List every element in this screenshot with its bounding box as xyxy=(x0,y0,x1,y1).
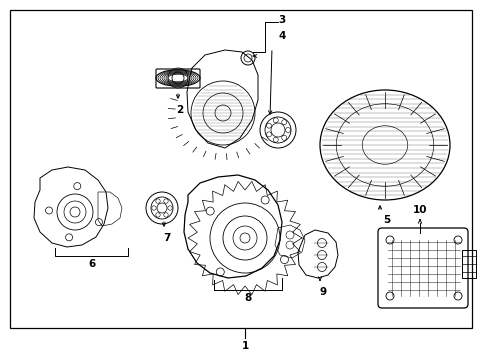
Text: 3: 3 xyxy=(278,15,286,25)
Text: 2: 2 xyxy=(176,105,184,115)
Text: 8: 8 xyxy=(245,293,252,303)
Bar xyxy=(10,10,472,328)
Text: 6: 6 xyxy=(88,259,96,269)
Bar xyxy=(462,250,476,278)
Text: 9: 9 xyxy=(319,287,326,297)
Text: 10: 10 xyxy=(413,205,427,215)
Text: 7: 7 xyxy=(163,233,171,243)
Text: 5: 5 xyxy=(383,215,391,225)
Text: 4: 4 xyxy=(278,31,286,41)
Text: 1: 1 xyxy=(242,341,248,351)
